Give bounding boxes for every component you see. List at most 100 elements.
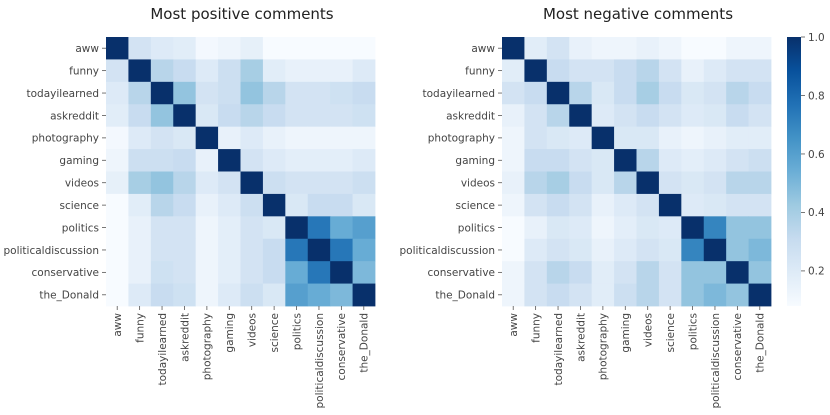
heatmap-cell [614, 216, 637, 240]
heatmap-cell [502, 149, 525, 172]
heatmap-cell [502, 193, 525, 217]
heatmap-cell [285, 126, 309, 150]
heatmap-cell [703, 37, 727, 60]
heatmap-cell [330, 104, 353, 128]
heatmap-cell [636, 81, 660, 105]
x-tick-label: gaming [620, 313, 632, 353]
heatmap-cell [748, 81, 772, 105]
x-tick-label: science [665, 313, 677, 353]
heatmap-cell [173, 238, 197, 262]
heatmap-cell [195, 261, 219, 284]
y-tick-label: politicaldiscussion [4, 245, 100, 257]
heatmap-cell [106, 193, 129, 217]
heatmap-cell [726, 283, 749, 307]
heatmap-cell [636, 104, 660, 128]
y-tick-label: conservative [428, 267, 495, 279]
heatmap-cell [173, 104, 197, 128]
heatmap-cell [748, 193, 772, 217]
heatmap-cell [240, 37, 264, 60]
heatmap-cell [524, 193, 548, 217]
heatmap-cell [352, 126, 376, 150]
heatmap-cell [106, 37, 129, 60]
heatmap-cell [173, 216, 197, 240]
heatmap-cell [614, 37, 637, 60]
heatmap-cell [748, 216, 772, 240]
negative-y-tick-labels: aww funny todayilearned askreddit photograph… [400, 43, 502, 302]
heatmap-cell [703, 59, 727, 83]
y-tick-label: funny [465, 65, 495, 77]
y-tick-label: askreddit [446, 110, 495, 122]
heatmap-cell [703, 149, 727, 172]
x-tick-label: todayilearned [157, 313, 169, 386]
y-tick-label: conservative [32, 267, 99, 279]
heatmap-cell [330, 216, 353, 240]
heatmap-cell [569, 238, 593, 262]
heatmap-cell [240, 283, 264, 307]
heatmap-cell [262, 283, 286, 307]
heatmap-cell [658, 283, 682, 307]
heatmap-cell [173, 149, 197, 172]
negative-heatmap-panel: Most negative comments aww funny todayilea… [400, 5, 772, 409]
heatmap-cell [307, 126, 331, 150]
heatmap-cell [106, 238, 129, 262]
heatmap-cell [748, 238, 772, 262]
heatmap-cell [614, 81, 637, 105]
heatmap-cell [502, 283, 525, 307]
heatmap-cell [591, 283, 615, 307]
heatmap-cell [524, 283, 548, 307]
heatmap-cell [546, 104, 570, 128]
heatmap-cell [285, 216, 309, 240]
heatmap-cell [614, 238, 637, 262]
heatmap-cell [614, 261, 637, 284]
y-tick-label: videos [461, 178, 495, 190]
heatmap-cell [330, 171, 353, 195]
heatmap-cell [748, 283, 772, 307]
heatmap-cell [195, 126, 219, 150]
heatmap-cell [636, 149, 660, 172]
heatmap-cell [106, 171, 129, 195]
heatmap-cell [330, 59, 353, 83]
x-tick-label: videos [247, 313, 259, 347]
x-tick-label: politicaldiscussion [710, 313, 722, 409]
heatmap-cell [150, 238, 174, 262]
positive-y-tick-labels: aww funny todayilearned askreddit photograph… [4, 43, 106, 302]
y-tick-label: aww [471, 43, 495, 55]
heatmap-cell [240, 149, 264, 172]
heatmap-cell [681, 261, 705, 284]
heatmap-cell [128, 216, 152, 240]
colorbar-tick-label: 0.6 [808, 149, 825, 161]
colorbar-tick-label: 0.8 [808, 90, 825, 102]
heatmap-cell [262, 81, 286, 105]
heatmap-cell [591, 104, 615, 128]
heatmap-cell [307, 261, 331, 284]
heatmap-cell [569, 126, 593, 150]
positive-heatmap-panel: Most positive comments aww funny todayilea… [4, 5, 376, 409]
heatmap-cell [285, 81, 309, 105]
heatmap-cell [703, 283, 727, 307]
heatmap-cell [240, 238, 264, 262]
heatmap-cell [681, 283, 705, 307]
heatmap-cell [106, 216, 129, 240]
heatmap-cell [703, 261, 727, 284]
heatmap-cell [546, 81, 570, 105]
x-tick-label: askreddit [179, 313, 191, 362]
heatmap-cell [285, 193, 309, 217]
heatmap-cell [591, 59, 615, 83]
x-tick-label: todayilearned [553, 313, 565, 386]
heatmap-cell [524, 216, 548, 240]
heatmap-cell [703, 193, 727, 217]
heatmap-cell [262, 149, 286, 172]
heatmap-cell [352, 59, 376, 83]
heatmap-cell [703, 104, 727, 128]
heatmap-cell [307, 81, 331, 105]
heatmap-cell [726, 126, 749, 150]
heatmap-cell [726, 81, 749, 105]
positive-x-tick-labels: aww funny todayilearned askreddit photograph… [112, 306, 371, 409]
heatmap-cell [681, 126, 705, 150]
heatmap-cell [352, 216, 376, 240]
heatmap-cell [128, 193, 152, 217]
heatmap-cell [307, 171, 331, 195]
heatmap-cell [636, 216, 660, 240]
heatmap-cell [502, 37, 525, 60]
heatmap-cell [703, 238, 727, 262]
